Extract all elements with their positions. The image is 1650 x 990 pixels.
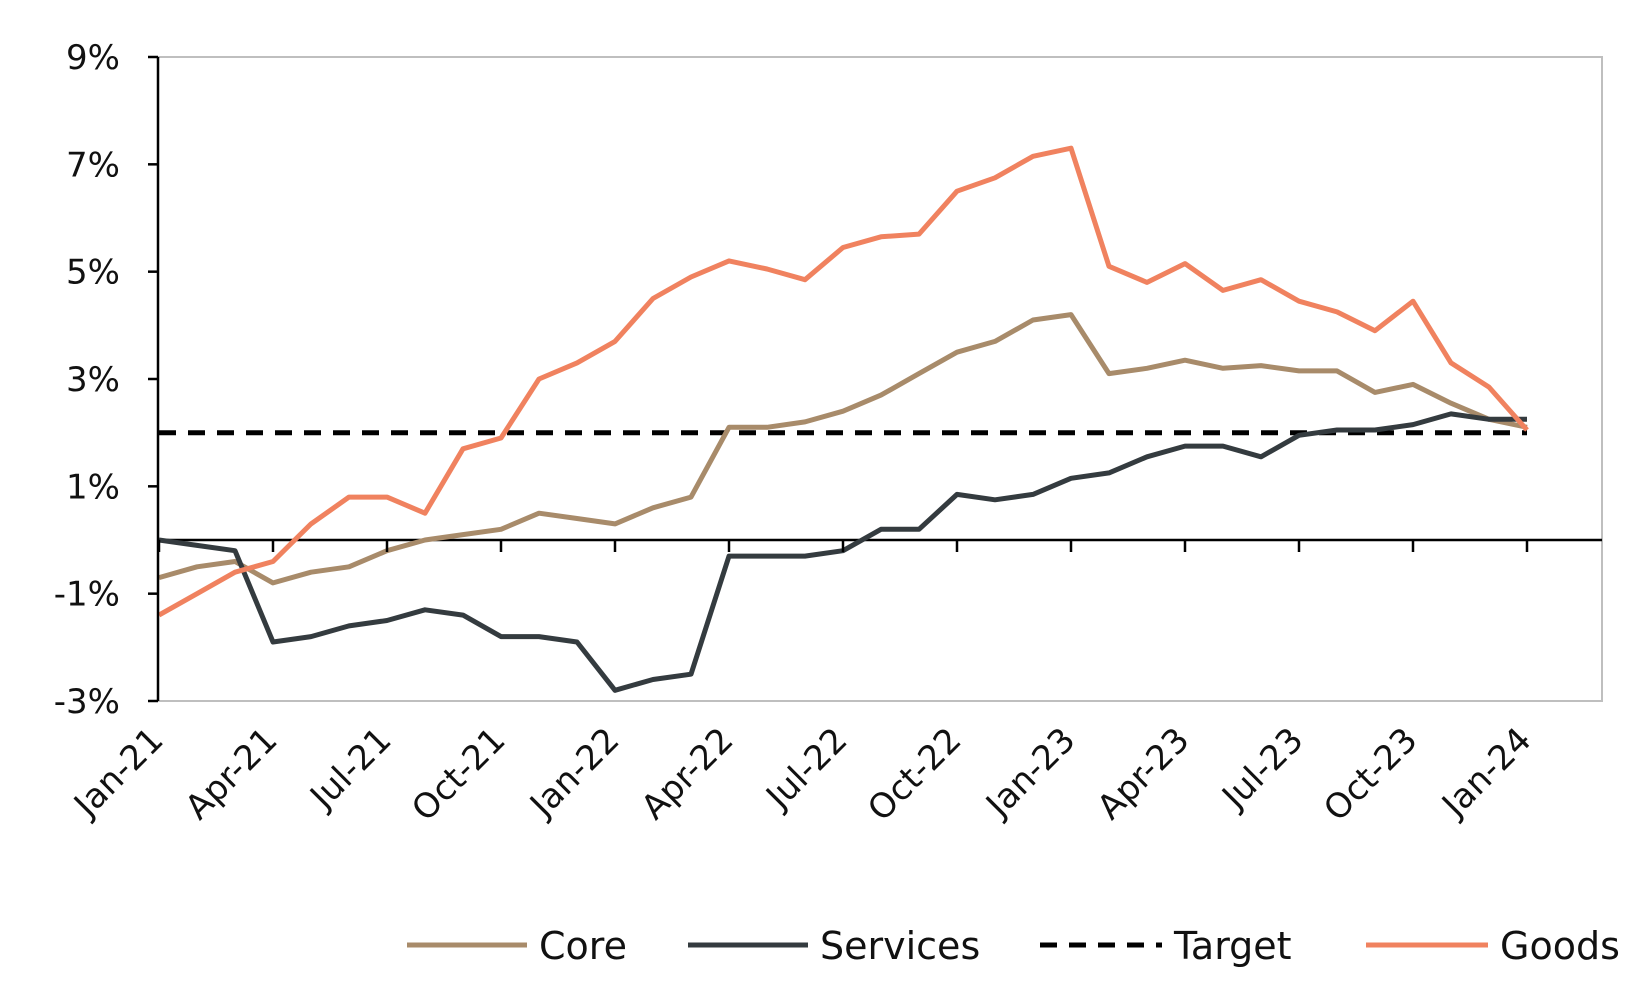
x-tick-label: Jul-22	[757, 720, 855, 818]
series-line-services	[158, 411, 1527, 693]
series-line-goods	[157, 145, 1529, 618]
x-tick-label: Oct-22	[860, 720, 969, 829]
legend-item-core: Core	[407, 924, 627, 968]
x-tick-label: Apr-21	[178, 720, 286, 828]
legend-item-target: Target	[1040, 924, 1292, 968]
y-tick-label: -3%	[54, 682, 120, 722]
plot-area-frame	[157, 56, 1603, 702]
legend-item-services: Services	[688, 924, 980, 968]
legend-item-goods: Goods	[1366, 924, 1620, 968]
legend-label: Target	[1173, 924, 1292, 968]
x-tick-label: Oct-23	[1316, 720, 1425, 829]
y-tick-label: 9%	[66, 38, 120, 78]
x-tick-label: Jan-23	[977, 720, 1083, 826]
legend-label: Services	[820, 924, 980, 968]
x-tick-label: Jan-21	[65, 720, 171, 826]
y-tick-label: -1%	[54, 575, 120, 615]
y-tick-label: 7%	[66, 145, 120, 185]
x-tick-label: Jul-23	[1213, 720, 1311, 818]
x-tick-label: Jul-21	[301, 720, 399, 818]
y-tick-label: 1%	[66, 467, 120, 507]
x-tick-label: Jan-22	[521, 720, 627, 826]
y-tick-label: 5%	[66, 253, 120, 293]
legend-label: Goods	[1500, 924, 1620, 968]
legend-label: Core	[539, 924, 627, 968]
x-tick-label: Oct-21	[404, 720, 513, 829]
y-tick-label: 3%	[66, 360, 120, 400]
x-tick-label: Apr-23	[1090, 720, 1198, 828]
x-tick-label: Jan-24	[1433, 720, 1539, 826]
x-tick-label: Apr-22	[634, 720, 742, 828]
